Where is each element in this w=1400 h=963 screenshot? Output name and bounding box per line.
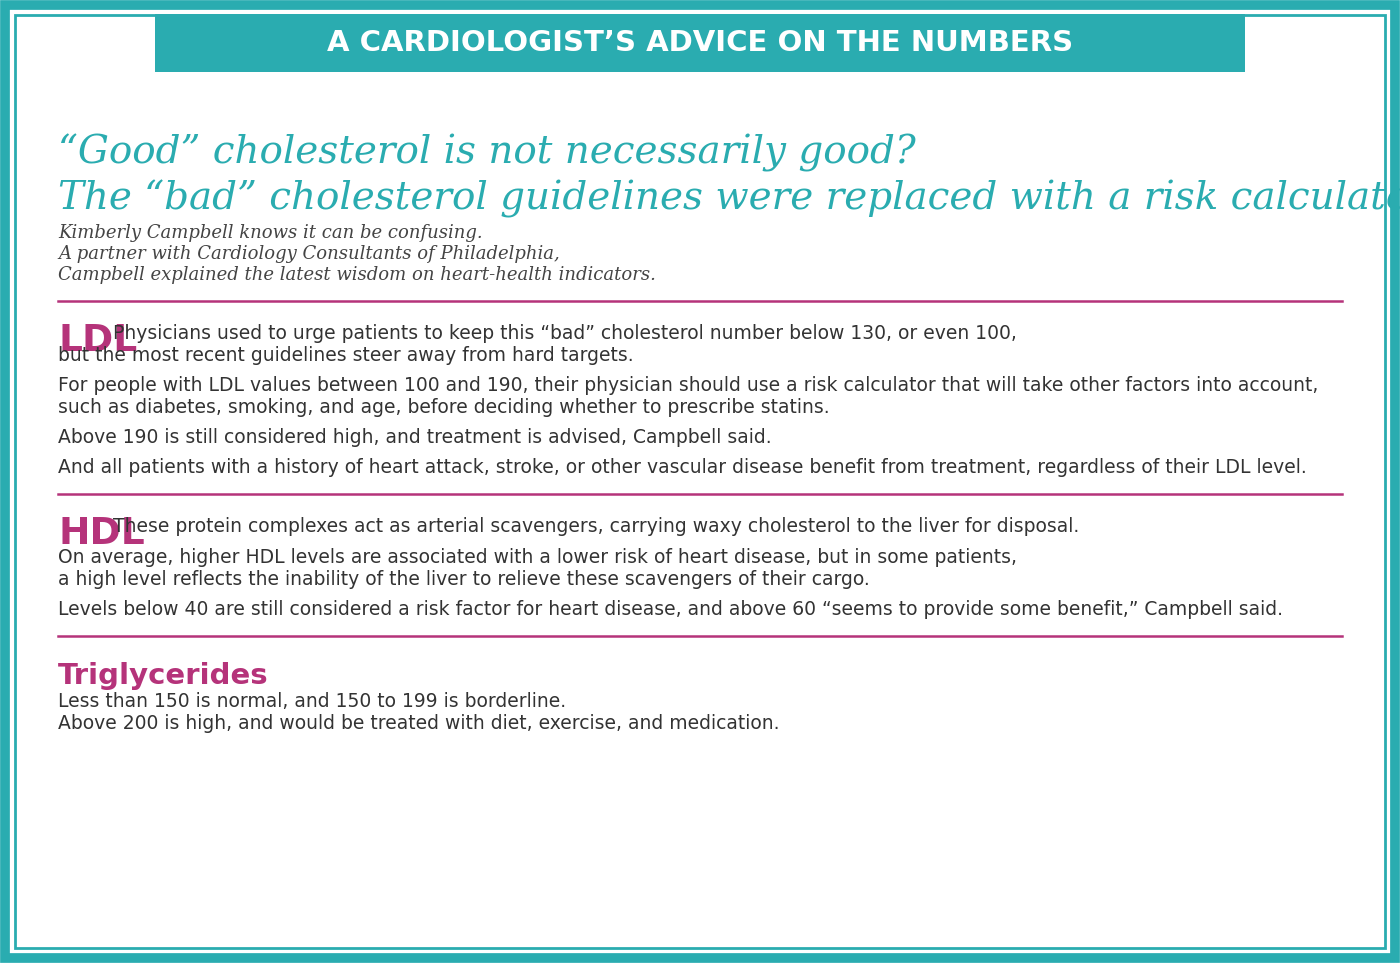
Text: a high level reflects the inability of the liver to relieve these scavengers of : a high level reflects the inability of t… bbox=[57, 570, 869, 589]
Text: These protein complexes act as arterial scavengers, carrying waxy cholesterol to: These protein complexes act as arterial … bbox=[113, 517, 1079, 536]
Text: Levels below 40 are still considered a risk factor for heart disease, and above : Levels below 40 are still considered a r… bbox=[57, 600, 1282, 619]
Text: Less than 150 is normal, and 150 to 199 is borderline.: Less than 150 is normal, and 150 to 199 … bbox=[57, 692, 566, 711]
Text: “Good” cholesterol is not necessarily good?: “Good” cholesterol is not necessarily go… bbox=[57, 134, 916, 172]
Text: Kimberly Campbell knows it can be confusing.: Kimberly Campbell knows it can be confus… bbox=[57, 224, 483, 242]
Text: The “bad” cholesterol guidelines were replaced with a risk calculator?: The “bad” cholesterol guidelines were re… bbox=[57, 180, 1400, 219]
Text: Triglycerides: Triglycerides bbox=[57, 662, 269, 690]
Text: A CARDIOLOGIST’S ADVICE ON THE NUMBERS: A CARDIOLOGIST’S ADVICE ON THE NUMBERS bbox=[328, 29, 1072, 57]
FancyBboxPatch shape bbox=[155, 14, 1245, 72]
Text: And all patients with a history of heart attack, stroke, or other vascular disea: And all patients with a history of heart… bbox=[57, 458, 1306, 477]
Text: Campbell explained the latest wisdom on heart-health indicators.: Campbell explained the latest wisdom on … bbox=[57, 266, 655, 284]
Text: such as diabetes, smoking, and age, before deciding whether to prescribe statins: such as diabetes, smoking, and age, befo… bbox=[57, 398, 830, 417]
Text: A partner with Cardiology Consultants of Philadelphia,: A partner with Cardiology Consultants of… bbox=[57, 245, 560, 263]
Text: LDL: LDL bbox=[57, 323, 137, 359]
Text: On average, higher HDL levels are associated with a lower risk of heart disease,: On average, higher HDL levels are associ… bbox=[57, 548, 1016, 567]
Text: Above 200 is high, and would be treated with diet, exercise, and medication.: Above 200 is high, and would be treated … bbox=[57, 714, 780, 733]
Text: HDL: HDL bbox=[57, 516, 144, 552]
Text: but the most recent guidelines steer away from hard targets.: but the most recent guidelines steer awa… bbox=[57, 346, 634, 365]
FancyBboxPatch shape bbox=[6, 5, 1394, 958]
Text: Physicians used to urge patients to keep this “bad” cholesterol number below 130: Physicians used to urge patients to keep… bbox=[113, 324, 1016, 343]
Text: For people with LDL values between 100 and 190, their physician should use a ris: For people with LDL values between 100 a… bbox=[57, 376, 1319, 395]
Text: Above 190 is still considered high, and treatment is advised, Campbell said.: Above 190 is still considered high, and … bbox=[57, 428, 771, 447]
